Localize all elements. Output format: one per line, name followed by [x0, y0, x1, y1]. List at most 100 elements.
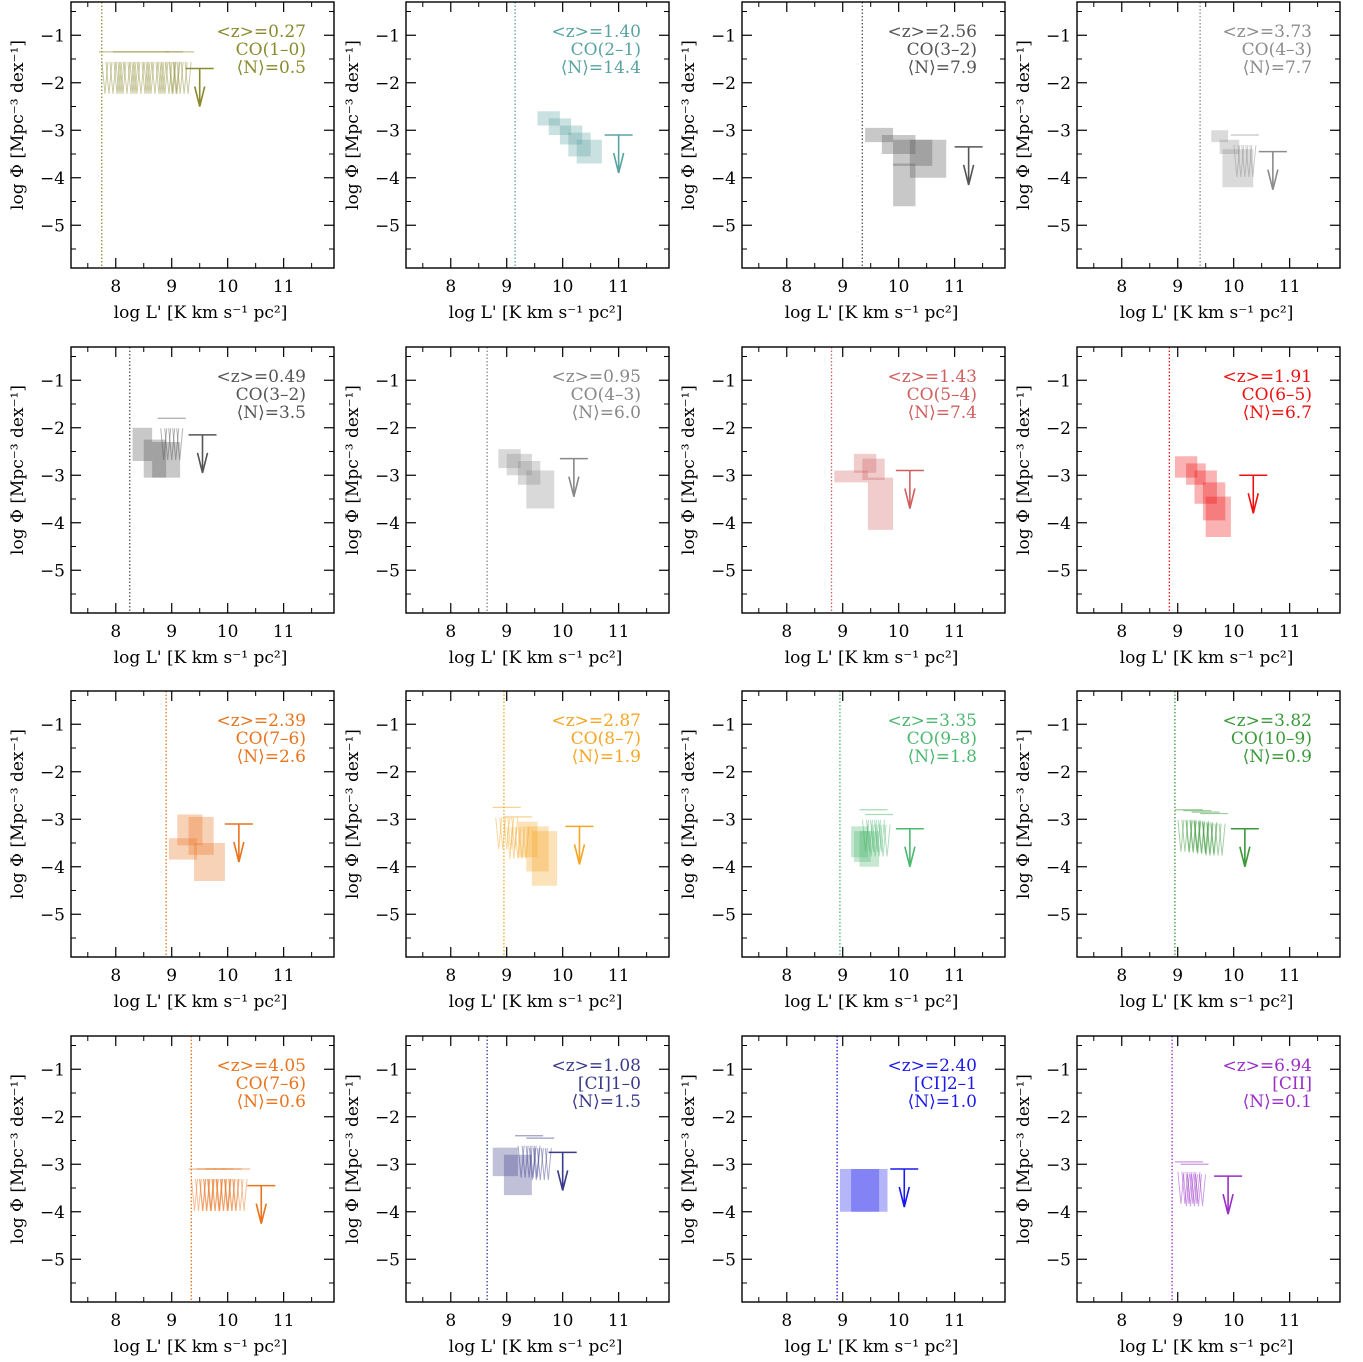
lf-box — [531, 831, 558, 886]
lf-box — [1186, 463, 1206, 485]
x-tick-label: 11 — [273, 277, 295, 297]
panel-frame — [70, 346, 335, 614]
arrow-head — [612, 152, 625, 174]
y-tick-label: −4 — [40, 1203, 65, 1223]
x-tick-label: 8 — [110, 277, 121, 297]
lf-box — [1205, 496, 1231, 537]
x-tick-label: 8 — [110, 1311, 121, 1331]
x-tick-label: 11 — [608, 277, 630, 297]
panel-frame — [1076, 690, 1341, 958]
upper-limit-arrow — [224, 823, 253, 863]
y-tick-label: −3 — [375, 121, 400, 141]
y-tick-label: −1 — [1046, 715, 1071, 735]
y-tick-label: −2 — [711, 419, 736, 439]
y-axis-title: log Φ [Mpc⁻³ dex⁻¹] — [8, 385, 28, 555]
panel-annotation: <z>=2.40 — [887, 1056, 977, 1076]
upper-limit-chevron — [232, 1178, 240, 1212]
y-axis-title: log Φ [Mpc⁻³ dex⁻¹] — [679, 1074, 699, 1244]
x-tick-label: 8 — [781, 1311, 792, 1331]
panel-annotation: ⟨N⟩=7.9 — [908, 58, 977, 78]
x-tick-label: 9 — [166, 622, 177, 642]
panel-annotation: CO(4–3) — [1242, 40, 1312, 60]
y-tick-label: −1 — [711, 715, 736, 735]
y-axis-title: log Φ [Mpc⁻³ dex⁻¹] — [1014, 1074, 1034, 1244]
x-tick-label: 10 — [217, 1311, 239, 1331]
upper-limit-chevron — [518, 826, 526, 859]
upper-limit-chevron — [862, 819, 869, 852]
upper-limit-chevron — [109, 61, 117, 94]
x-tick-label: 8 — [445, 277, 456, 297]
upper-limit-marker — [515, 1135, 544, 1178]
upper-limit-chevron — [145, 61, 153, 94]
x-tick-label: 8 — [1116, 622, 1127, 642]
arrow-head — [962, 164, 975, 186]
upper-limit-chevron — [511, 817, 519, 850]
panel-annotation: <z>=0.49 — [216, 367, 306, 387]
y-tick-label: −3 — [1046, 466, 1071, 486]
x-axis-title: log L' [K km s⁻¹ pc²] — [785, 303, 959, 323]
upper-limit-chevron — [159, 61, 167, 94]
panel-annotation: ⟨N⟩=0.6 — [237, 1092, 306, 1112]
upper-limit-arrow — [565, 825, 594, 865]
y-tick-label: −5 — [1046, 216, 1071, 236]
upper-limit-arrow — [247, 1184, 276, 1224]
y-axis-title: log Φ [Mpc⁻³ dex⁻¹] — [679, 729, 699, 899]
upper-limit-chevron — [1193, 820, 1201, 853]
panel-frame — [741, 1035, 1006, 1303]
y-tick-label: −2 — [40, 74, 65, 94]
x-axis-title: log L' [K km s⁻¹ pc²] — [785, 1337, 959, 1357]
arrow-head — [568, 476, 580, 497]
upper-limit-arrow — [548, 1151, 577, 1191]
upper-limit-chevron — [133, 61, 141, 94]
upper-limit-chevron — [223, 1178, 231, 1212]
x-tick-label: 10 — [552, 622, 574, 642]
x-tick-label: 11 — [944, 622, 966, 642]
lf-box — [893, 163, 916, 207]
y-tick-label: −4 — [711, 514, 736, 534]
y-axis-title: log Φ [Mpc⁻³ dex⁻¹] — [343, 729, 363, 899]
upper-limit-chevron — [1218, 823, 1226, 856]
x-axis-title: log L' [K km s⁻¹ pc²] — [114, 303, 288, 323]
x-tick-label: 11 — [273, 622, 295, 642]
panel-annotation: <z>=3.35 — [887, 711, 977, 731]
y-tick-label: −2 — [40, 763, 65, 783]
y-tick-label: −2 — [375, 419, 400, 439]
upper-limit-arrow — [604, 134, 633, 174]
upper-limit-chevron — [521, 1145, 529, 1178]
y-tick-label: −2 — [40, 419, 65, 439]
upper-limit-chevron — [506, 826, 514, 859]
upper-limit-chevron — [173, 61, 181, 94]
lf-box — [526, 470, 555, 509]
upper-limit-chevron — [157, 61, 165, 94]
upper-limit-chevron — [164, 428, 172, 461]
upper-limit-chevron — [176, 428, 184, 461]
x-tick-label: 8 — [445, 966, 456, 986]
panel-15: 8 9 10 11 −1 −2 −3 −4 −5 <z>=2.40[CI]2–1⟨N⟩=1.0 lo… — [679, 1035, 1006, 1357]
panel-annotation: <z>=1.91 — [1222, 367, 1312, 387]
y-tick-label: −5 — [711, 561, 736, 581]
lf-box — [503, 1154, 532, 1196]
panel-frame — [70, 1035, 335, 1303]
x-axis-title: log L' [K km s⁻¹ pc²] — [1120, 1337, 1294, 1357]
upper-limit-chevron — [875, 824, 883, 857]
x-tick-label: 10 — [552, 277, 574, 297]
panel-frame — [741, 1, 1006, 269]
panel-annotation: <z>=1.40 — [551, 22, 641, 42]
y-tick-label: −4 — [375, 1203, 400, 1223]
panel-annotation: ⟨N⟩=2.6 — [237, 747, 306, 767]
upper-limit-chevron — [141, 61, 149, 94]
upper-limit-chevron — [211, 1178, 219, 1212]
panel-annotation: ⟨N⟩=6.0 — [572, 403, 641, 423]
y-tick-label: −4 — [711, 1203, 736, 1223]
x-tick-label: 10 — [888, 1311, 910, 1331]
x-tick-label: 10 — [217, 622, 239, 642]
y-tick-label: −4 — [40, 514, 65, 534]
y-tick-label: −5 — [1046, 561, 1071, 581]
lf-box — [1174, 456, 1198, 478]
upper-limit-arrow — [954, 146, 983, 186]
panel-annotation: CO(4–3) — [571, 385, 641, 405]
y-tick-label: −2 — [1046, 74, 1071, 94]
